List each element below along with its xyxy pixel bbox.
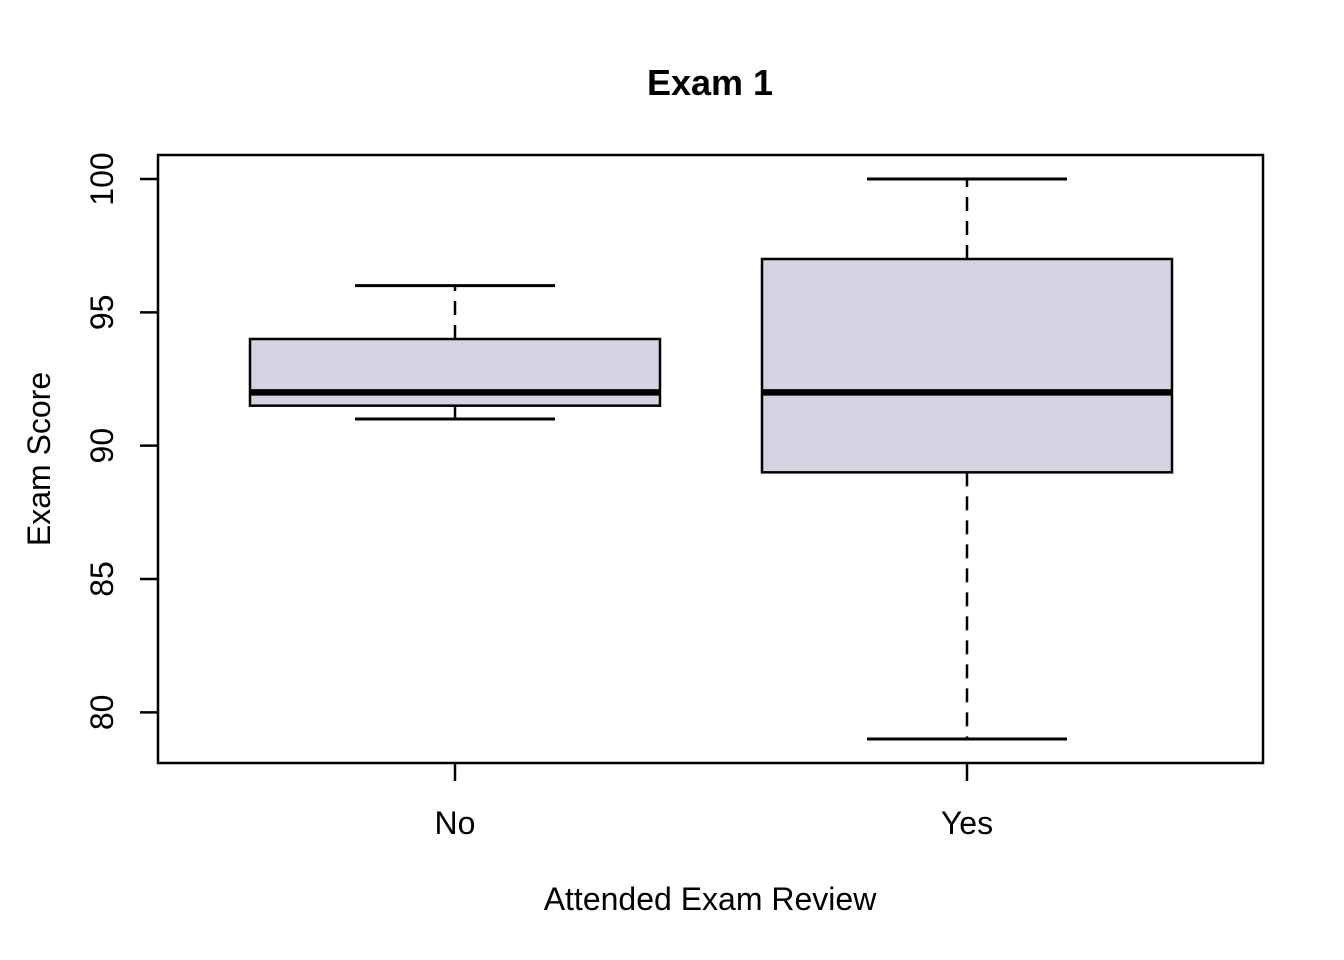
chart-title: Exam 1 (647, 62, 773, 103)
x-tick-label: Yes (941, 805, 993, 841)
iqr-box (760, 257, 1174, 474)
plot-area: 80 85 90 95 100 No Yes (84, 152, 1265, 841)
y-tick-label: 90 (84, 428, 120, 464)
x-axis-title: Attended Exam Review (544, 881, 878, 917)
y-tick-label: 100 (84, 152, 120, 205)
y-axis-title: Exam Score (21, 372, 57, 546)
y-tick-label: 80 (84, 695, 120, 731)
x-tick-label: No (435, 805, 476, 841)
plot-border (156, 153, 1265, 765)
iqr-box (248, 337, 662, 407)
y-tick-label: 85 (84, 561, 120, 597)
y-tick-label: 95 (84, 295, 120, 331)
